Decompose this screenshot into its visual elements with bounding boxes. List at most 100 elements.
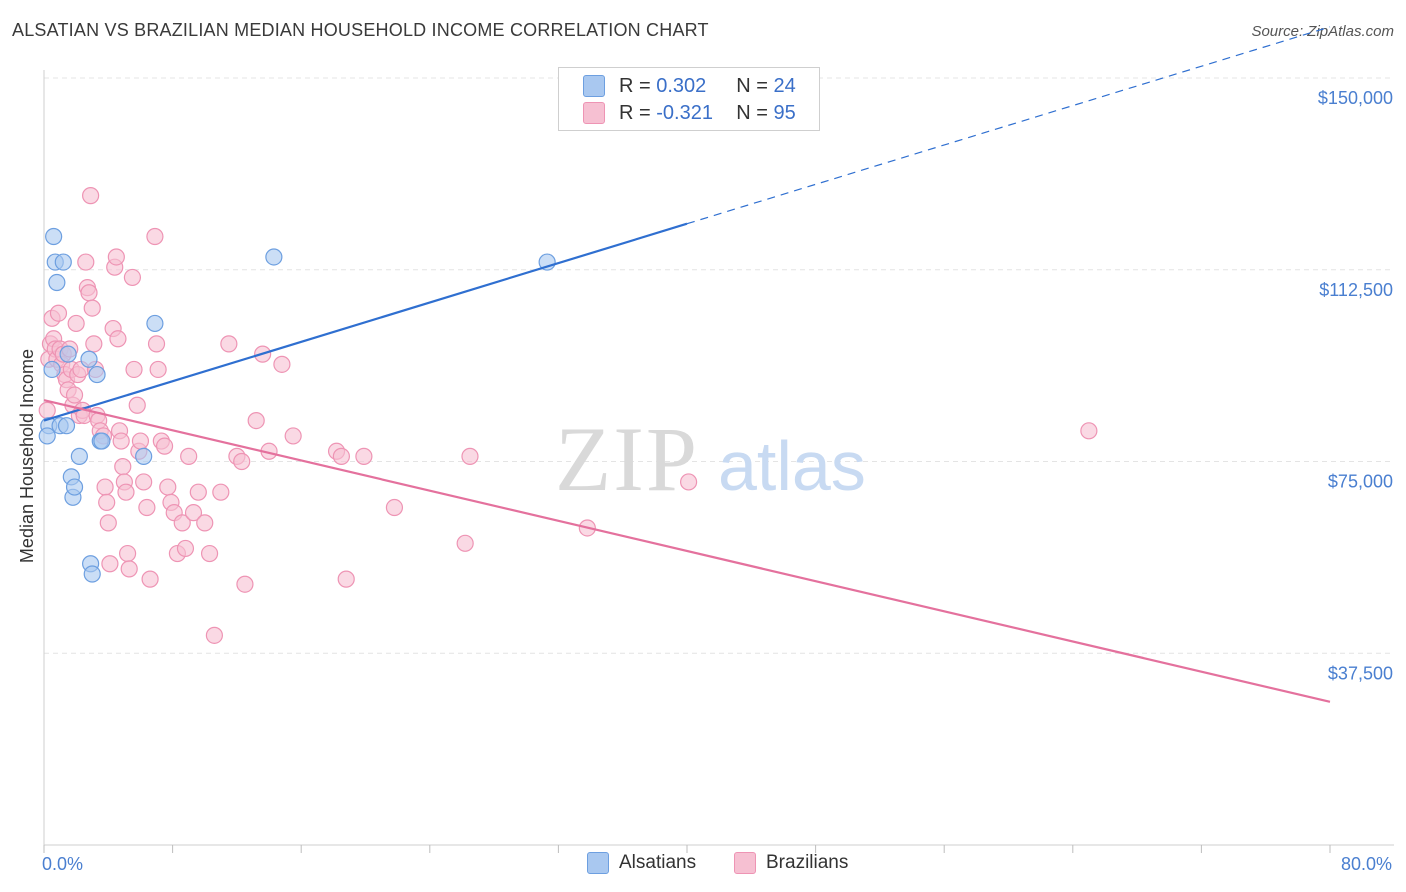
- brazilians-point: [146, 227, 164, 246]
- y-axis-label: Median Household Income: [17, 349, 37, 563]
- brazilians-point: [101, 555, 119, 573]
- brazilians-point: [49, 304, 68, 322]
- alsatians-point: [45, 227, 63, 246]
- alsatians-points: [38, 227, 556, 583]
- alsatians-point: [265, 248, 283, 266]
- brazilians-point: [189, 483, 207, 501]
- y-tick-labels: $37,500 $75,000 $112,500 $150,000: [1318, 88, 1393, 683]
- legend-r-label: R =: [619, 101, 651, 124]
- brazilians-point: [155, 437, 174, 455]
- y-tick-label: $112,500: [1319, 280, 1393, 300]
- x-tick-label-min: 0.0%: [42, 854, 83, 874]
- brazilians-trend-line: [43, 399, 1331, 703]
- legend-r-value: -0.321: [656, 101, 713, 124]
- brazilians-point: [65, 386, 84, 404]
- brazilians-point: [205, 626, 223, 644]
- brazilians-point: [149, 360, 167, 379]
- brazilians-point: [173, 514, 191, 532]
- brazilians-point: [212, 483, 230, 501]
- brazilians-point: [461, 447, 479, 465]
- brazilians-point: [82, 187, 100, 205]
- brazilians-point: [456, 534, 474, 552]
- axes: Median Household Income 0.0% 80.0%: [17, 70, 1394, 874]
- watermark-zip: ZIP: [555, 408, 699, 510]
- alsatians-point: [59, 345, 77, 363]
- brazilians-point: [236, 575, 254, 593]
- legend-r-value: 0.302: [656, 74, 707, 97]
- brazilians-point: [233, 452, 251, 471]
- grid-lines: [44, 77, 1394, 654]
- legend-n-value: 24: [773, 74, 796, 97]
- alsatians-trend-extension: [686, 26, 1331, 225]
- alsatians-point: [48, 273, 66, 292]
- legend-swatch-brazilians: [583, 102, 605, 124]
- brazilians-point: [247, 411, 265, 430]
- alsatians-point: [88, 365, 106, 384]
- brazilians-point: [117, 483, 135, 501]
- brazilians-point: [112, 432, 130, 450]
- brazilians-point: [118, 544, 137, 563]
- brazilians-point: [273, 355, 291, 373]
- brazilians-point: [135, 473, 153, 491]
- bottom-legend-alsatians: Alsatians: [587, 852, 696, 874]
- brazilians-point: [98, 493, 116, 512]
- brazilians-point: [96, 478, 114, 496]
- alsatians-point: [54, 253, 72, 271]
- alsatians-point: [135, 447, 153, 465]
- brazilians-point: [141, 570, 159, 588]
- x-ticks: [43, 845, 1331, 853]
- brazilians-point: [38, 401, 56, 419]
- alsatians-point: [38, 427, 56, 445]
- brazilians-point: [332, 447, 350, 465]
- brazilians-point: [284, 427, 302, 445]
- brazilians-point: [355, 447, 373, 465]
- brazilians-point: [85, 335, 103, 353]
- bottom-legend-label-brazilians: Brazilians: [766, 852, 849, 873]
- legend-n-label: N =: [736, 101, 768, 124]
- trend-lines: [43, 26, 1331, 703]
- alsatians-point: [57, 417, 76, 435]
- legend-n-label: N =: [736, 74, 768, 97]
- bottom-legend-swatch-brazilians: [734, 852, 756, 874]
- legend-n-value: 95: [773, 101, 796, 124]
- y-tick-label: $37,500: [1328, 663, 1393, 683]
- watermark: ZIP atlas: [555, 408, 866, 510]
- alsatians-point: [146, 314, 164, 333]
- bottom-legend-label-alsatians: Alsatians: [619, 852, 697, 873]
- correlation-legend: R = 0.302 N = 24 R = -0.321 N = 95: [558, 67, 820, 131]
- alsatians-point: [93, 432, 111, 450]
- brazilians-point: [220, 335, 238, 353]
- brazilians-point: [99, 514, 117, 532]
- brazilians-point: [184, 504, 203, 522]
- source-label: Source: ZipAtlas.com: [1251, 23, 1394, 40]
- brazilians-point: [80, 284, 98, 302]
- brazilians-point: [138, 498, 156, 517]
- alsatians-trend-line: [43, 222, 688, 422]
- y-tick-label: $75,000: [1328, 472, 1393, 492]
- brazilians-point: [385, 498, 404, 517]
- brazilians-point: [109, 330, 127, 348]
- alsatians-point: [65, 478, 84, 496]
- brazilians-point: [128, 396, 146, 414]
- legend-r-label: R =: [619, 74, 651, 97]
- bottom-legend-swatch-alsatians: [587, 852, 609, 874]
- brazilians-point: [83, 299, 101, 317]
- x-tick-label-max: 80.0%: [1341, 854, 1392, 874]
- brazilians-point: [147, 335, 166, 353]
- brazilians-point: [196, 514, 214, 532]
- alsatians-point: [43, 360, 61, 379]
- alsatians-point: [70, 447, 88, 465]
- brazilians-point: [77, 253, 95, 271]
- brazilians-point: [159, 478, 177, 496]
- y-tick-label: $150,000: [1318, 88, 1393, 108]
- brazilians-point: [67, 314, 85, 333]
- brazilians-point: [337, 570, 355, 588]
- brazilians-point: [114, 458, 132, 476]
- brazilians-point: [120, 560, 138, 578]
- legend-swatch-alsatians: [583, 75, 605, 97]
- brazilians-point: [107, 248, 125, 266]
- brazilians-point: [1080, 422, 1098, 440]
- brazilians-point: [123, 268, 142, 287]
- alsatians-point: [80, 350, 98, 368]
